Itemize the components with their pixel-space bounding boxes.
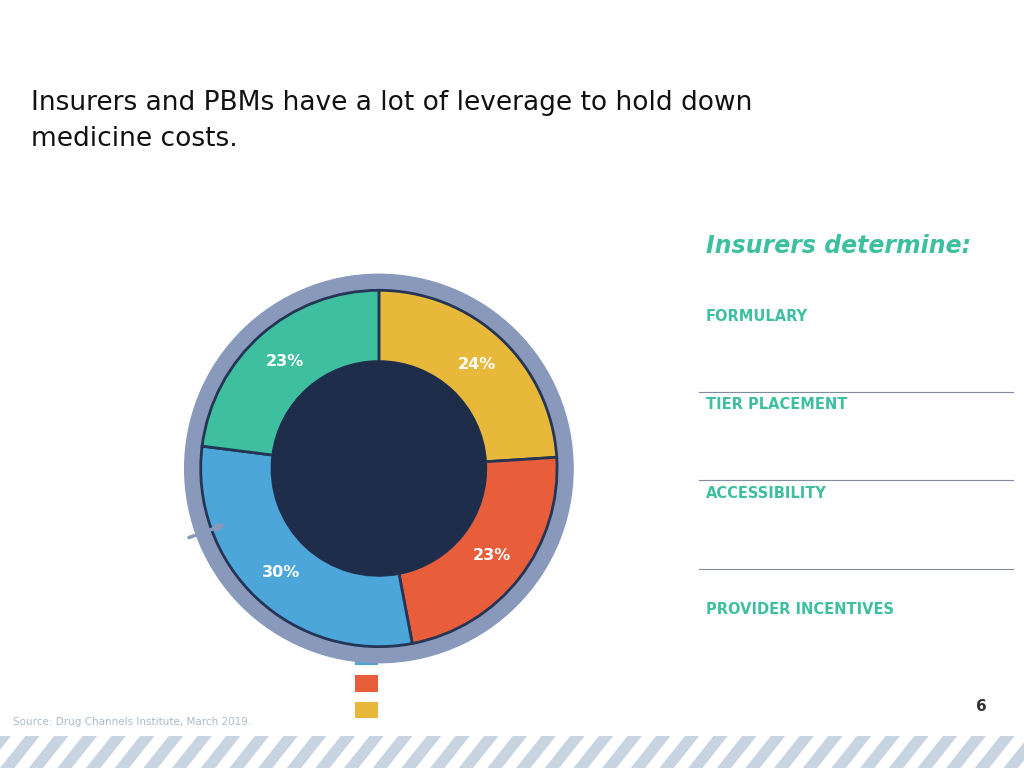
Polygon shape	[803, 736, 843, 768]
Polygon shape	[258, 736, 298, 768]
Polygon shape	[545, 736, 585, 768]
Text: 6: 6	[976, 700, 987, 714]
Text: Prescription Medicines: Insulin Costs in Context  www.phrma.org/insulin: Prescription Medicines: Insulin Costs in…	[679, 28, 1004, 37]
Text: 76%: 76%	[37, 494, 143, 537]
Text: if a medicine is covered: if a medicine is covered	[707, 346, 865, 359]
Polygon shape	[29, 736, 69, 768]
FancyBboxPatch shape	[355, 702, 378, 719]
Polygon shape	[831, 736, 871, 768]
Text: PROVIDER INCENTIVES: PROVIDER INCENTIVES	[707, 602, 894, 617]
Text: Insurers and PBMs have a lot of leverage to hold down
medicine costs.: Insurers and PBMs have a lot of leverage…	[31, 90, 752, 152]
Text: FORMULARY: FORMULARY	[707, 309, 808, 324]
FancyBboxPatch shape	[355, 675, 378, 692]
Text: utilization management through
prior authorization or fail first: utilization management through prior aut…	[707, 523, 923, 554]
Text: 30%: 30%	[262, 565, 300, 580]
Polygon shape	[573, 736, 613, 768]
Polygon shape	[659, 736, 699, 768]
Polygon shape	[487, 736, 527, 768]
Polygon shape	[1004, 736, 1024, 768]
Text: TIER PLACEMENT: TIER PLACEMENT	[707, 397, 848, 412]
Polygon shape	[57, 736, 97, 768]
Text: ACCESSIBILITY: ACCESSIBILITY	[707, 485, 827, 501]
Polygon shape	[459, 736, 499, 768]
Polygon shape	[86, 736, 126, 768]
Text: 23%: 23%	[472, 548, 511, 564]
Text: Source: Drug Channels Institute, March 2019.: Source: Drug Channels Institute, March 2…	[13, 717, 252, 727]
Polygon shape	[688, 736, 728, 768]
Text: 24%: 24%	[458, 357, 496, 372]
Polygon shape	[172, 736, 212, 768]
Polygon shape	[0, 736, 40, 768]
Polygon shape	[373, 736, 413, 768]
Text: OptumRx (UnitedHealthGroup): OptumRx (UnitedHealthGroup)	[388, 624, 570, 637]
Polygon shape	[0, 736, 11, 768]
Polygon shape	[631, 736, 671, 768]
Text: Negotiating power is increasingly concentrated among
fewer pharmacy benefit mana: Negotiating power is increasingly concen…	[88, 212, 583, 254]
Wedge shape	[201, 446, 413, 647]
Circle shape	[184, 274, 573, 663]
Polygon shape	[516, 736, 556, 768]
Polygon shape	[287, 736, 327, 768]
Circle shape	[959, 673, 1004, 741]
Text: CVS Health (Caremark): CVS Health (Caremark)	[388, 650, 525, 664]
Text: All Other: All Other	[388, 703, 440, 717]
Polygon shape	[860, 736, 900, 768]
Polygon shape	[430, 736, 470, 768]
Wedge shape	[379, 290, 557, 462]
Text: 23%: 23%	[265, 354, 304, 369]
Text: Insurers determine:: Insurers determine:	[707, 234, 971, 258]
Polygon shape	[946, 736, 986, 768]
Polygon shape	[774, 736, 814, 768]
Polygon shape	[201, 736, 241, 768]
Text: patient cost sharing: patient cost sharing	[707, 435, 840, 448]
Polygon shape	[229, 736, 269, 768]
Polygon shape	[401, 736, 441, 768]
Text: preferred treatment guidelines
and pathways: preferred treatment guidelines and pathw…	[707, 640, 912, 670]
Circle shape	[268, 358, 489, 579]
Polygon shape	[115, 736, 155, 768]
Polygon shape	[602, 736, 642, 768]
Polygon shape	[717, 736, 757, 768]
FancyBboxPatch shape	[355, 649, 378, 665]
Text: Express Scripts: Express Scripts	[388, 677, 478, 690]
Polygon shape	[344, 736, 384, 768]
Polygon shape	[975, 736, 1015, 768]
Polygon shape	[889, 736, 929, 768]
Circle shape	[272, 362, 485, 575]
Polygon shape	[315, 736, 355, 768]
Polygon shape	[143, 736, 183, 768]
Polygon shape	[745, 736, 785, 768]
Polygon shape	[918, 736, 957, 768]
Wedge shape	[202, 290, 379, 455]
FancyBboxPatch shape	[355, 622, 378, 639]
Wedge shape	[399, 457, 557, 644]
Text: Top 3
Market Share:: Top 3 Market Share:	[42, 393, 139, 425]
